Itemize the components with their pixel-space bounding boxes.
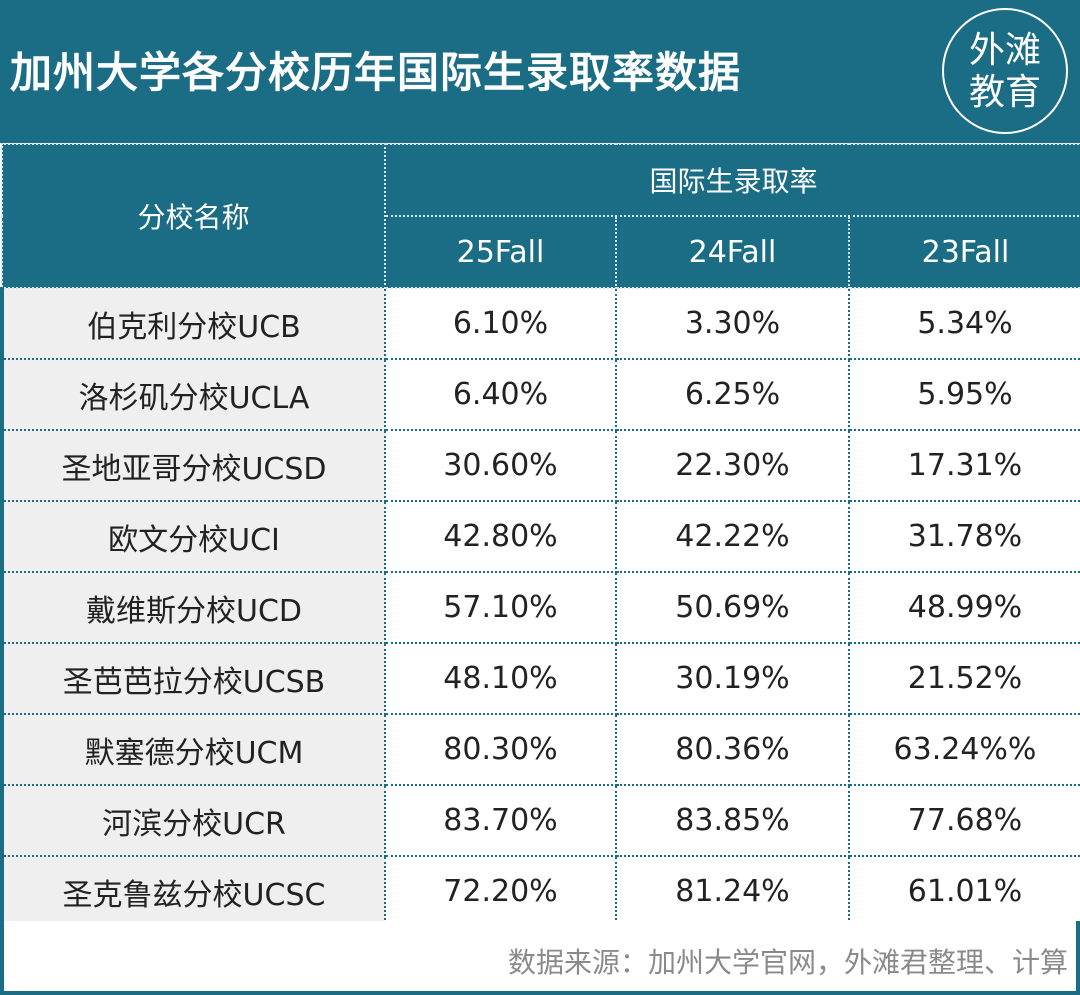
rate-cell: 80.30% — [385, 714, 617, 786]
table-row: 圣芭芭拉分校UCSB 48.10% 30.19% 21.52% — [0, 643, 1080, 715]
rate-cell: 80.36% — [616, 714, 850, 786]
rate-cell: 6.40% — [385, 359, 617, 431]
school-column-header: 分校名称 — [1, 143, 386, 289]
rate-cell: 42.80% — [385, 501, 617, 573]
rate-cell: 5.34% — [849, 288, 1080, 360]
rate-cell: 3.30% — [616, 288, 850, 360]
rate-cell: 30.19% — [616, 643, 850, 715]
school-name-cell: 默塞德分校UCM — [0, 714, 386, 786]
year-header-23fall: 23Fall — [848, 215, 1080, 289]
rate-cell: 63.24%% — [849, 714, 1080, 786]
logo-line-1: 外滩 — [968, 30, 1041, 71]
rate-cell: 6.25% — [616, 359, 850, 431]
rate-cell: 5.95% — [849, 359, 1080, 431]
table-row: 伯克利分校UCB 6.10% 3.30% 5.34% — [0, 288, 1080, 360]
rate-cell: 6.10% — [385, 288, 617, 360]
title-bar: 加州大学各分校历年国际生录取率数据 外滩 教育 — [0, 0, 1080, 143]
table-row: 洛杉矶分校UCLA 6.40% 6.25% 5.95% — [0, 359, 1080, 431]
year-header-25fall: 25Fall — [384, 215, 617, 289]
table-row: 圣地亚哥分校UCSD 30.60% 22.30% 17.31% — [0, 430, 1080, 502]
data-source-note: 数据来源：加州大学官网，外滩君整理、计算 — [507, 946, 1068, 979]
school-name-cell: 圣地亚哥分校UCSD — [0, 430, 386, 502]
header-row-1: 分校名称 国际生录取率 — [1, 143, 1080, 289]
school-name-cell: 戴维斯分校UCD — [0, 572, 386, 644]
year-header-24fall: 24Fall — [615, 215, 850, 289]
page-title: 加州大学各分校历年国际生录取率数据 — [10, 48, 742, 97]
table-row: 圣克鲁兹分校UCSC 72.20% 81.24% 61.01% — [0, 856, 1080, 928]
logo-line-2: 教育 — [968, 72, 1041, 113]
school-name-cell: 圣克鲁兹分校UCSC — [0, 856, 386, 928]
header-row-2: 25Fall 24Fall 23Fall — [2, 215, 1080, 289]
rate-cell: 72.20% — [385, 856, 617, 928]
rate-cell: 83.85% — [616, 785, 850, 857]
rate-cell: 42.22% — [616, 501, 850, 573]
brand-logo: 外滩 教育 — [942, 8, 1068, 134]
school-name-cell: 洛杉矶分校UCLA — [0, 359, 386, 431]
rate-cell: 61.01% — [849, 856, 1080, 928]
rate-cell: 21.52% — [849, 643, 1080, 715]
rate-cell: 48.99% — [849, 572, 1080, 644]
rate-cell: 83.70% — [385, 785, 617, 857]
rate-cell: 81.24% — [616, 856, 850, 928]
school-name-cell: 圣芭芭拉分校UCSB — [0, 643, 386, 715]
school-name-cell: 伯克利分校UCB — [0, 288, 386, 360]
school-name-cell: 河滨分校UCR — [0, 785, 386, 857]
table-row: 戴维斯分校UCD 57.10% 50.69% 48.99% — [0, 572, 1080, 644]
rate-cell: 17.31% — [849, 430, 1080, 502]
school-name-cell: 欧文分校UCI — [0, 501, 386, 573]
rate-cell: 22.30% — [616, 430, 850, 502]
rate-group-header: 国际生录取率 — [384, 143, 1080, 217]
rate-cell: 77.68% — [849, 785, 1080, 857]
footer: 数据来源：加州大学官网，外滩君整理、计算 — [0, 921, 1080, 995]
rate-cell: 31.78% — [849, 501, 1080, 573]
rate-cell: 50.69% — [616, 572, 850, 644]
table-row: 河滨分校UCR 83.70% 83.85% 77.68% — [0, 785, 1080, 857]
rate-cell: 30.60% — [385, 430, 617, 502]
table-row: 默塞德分校UCM 80.30% 80.36% 63.24%% — [0, 714, 1080, 786]
admission-rate-table: 分校名称 国际生录取率 25Fall 24Fall 23Fall 伯克利分校UC… — [0, 143, 1080, 928]
rate-cell: 57.10% — [385, 572, 617, 644]
rate-cell: 48.10% — [385, 643, 617, 715]
table-row: 欧文分校UCI 42.80% 42.22% 31.78% — [0, 501, 1080, 573]
